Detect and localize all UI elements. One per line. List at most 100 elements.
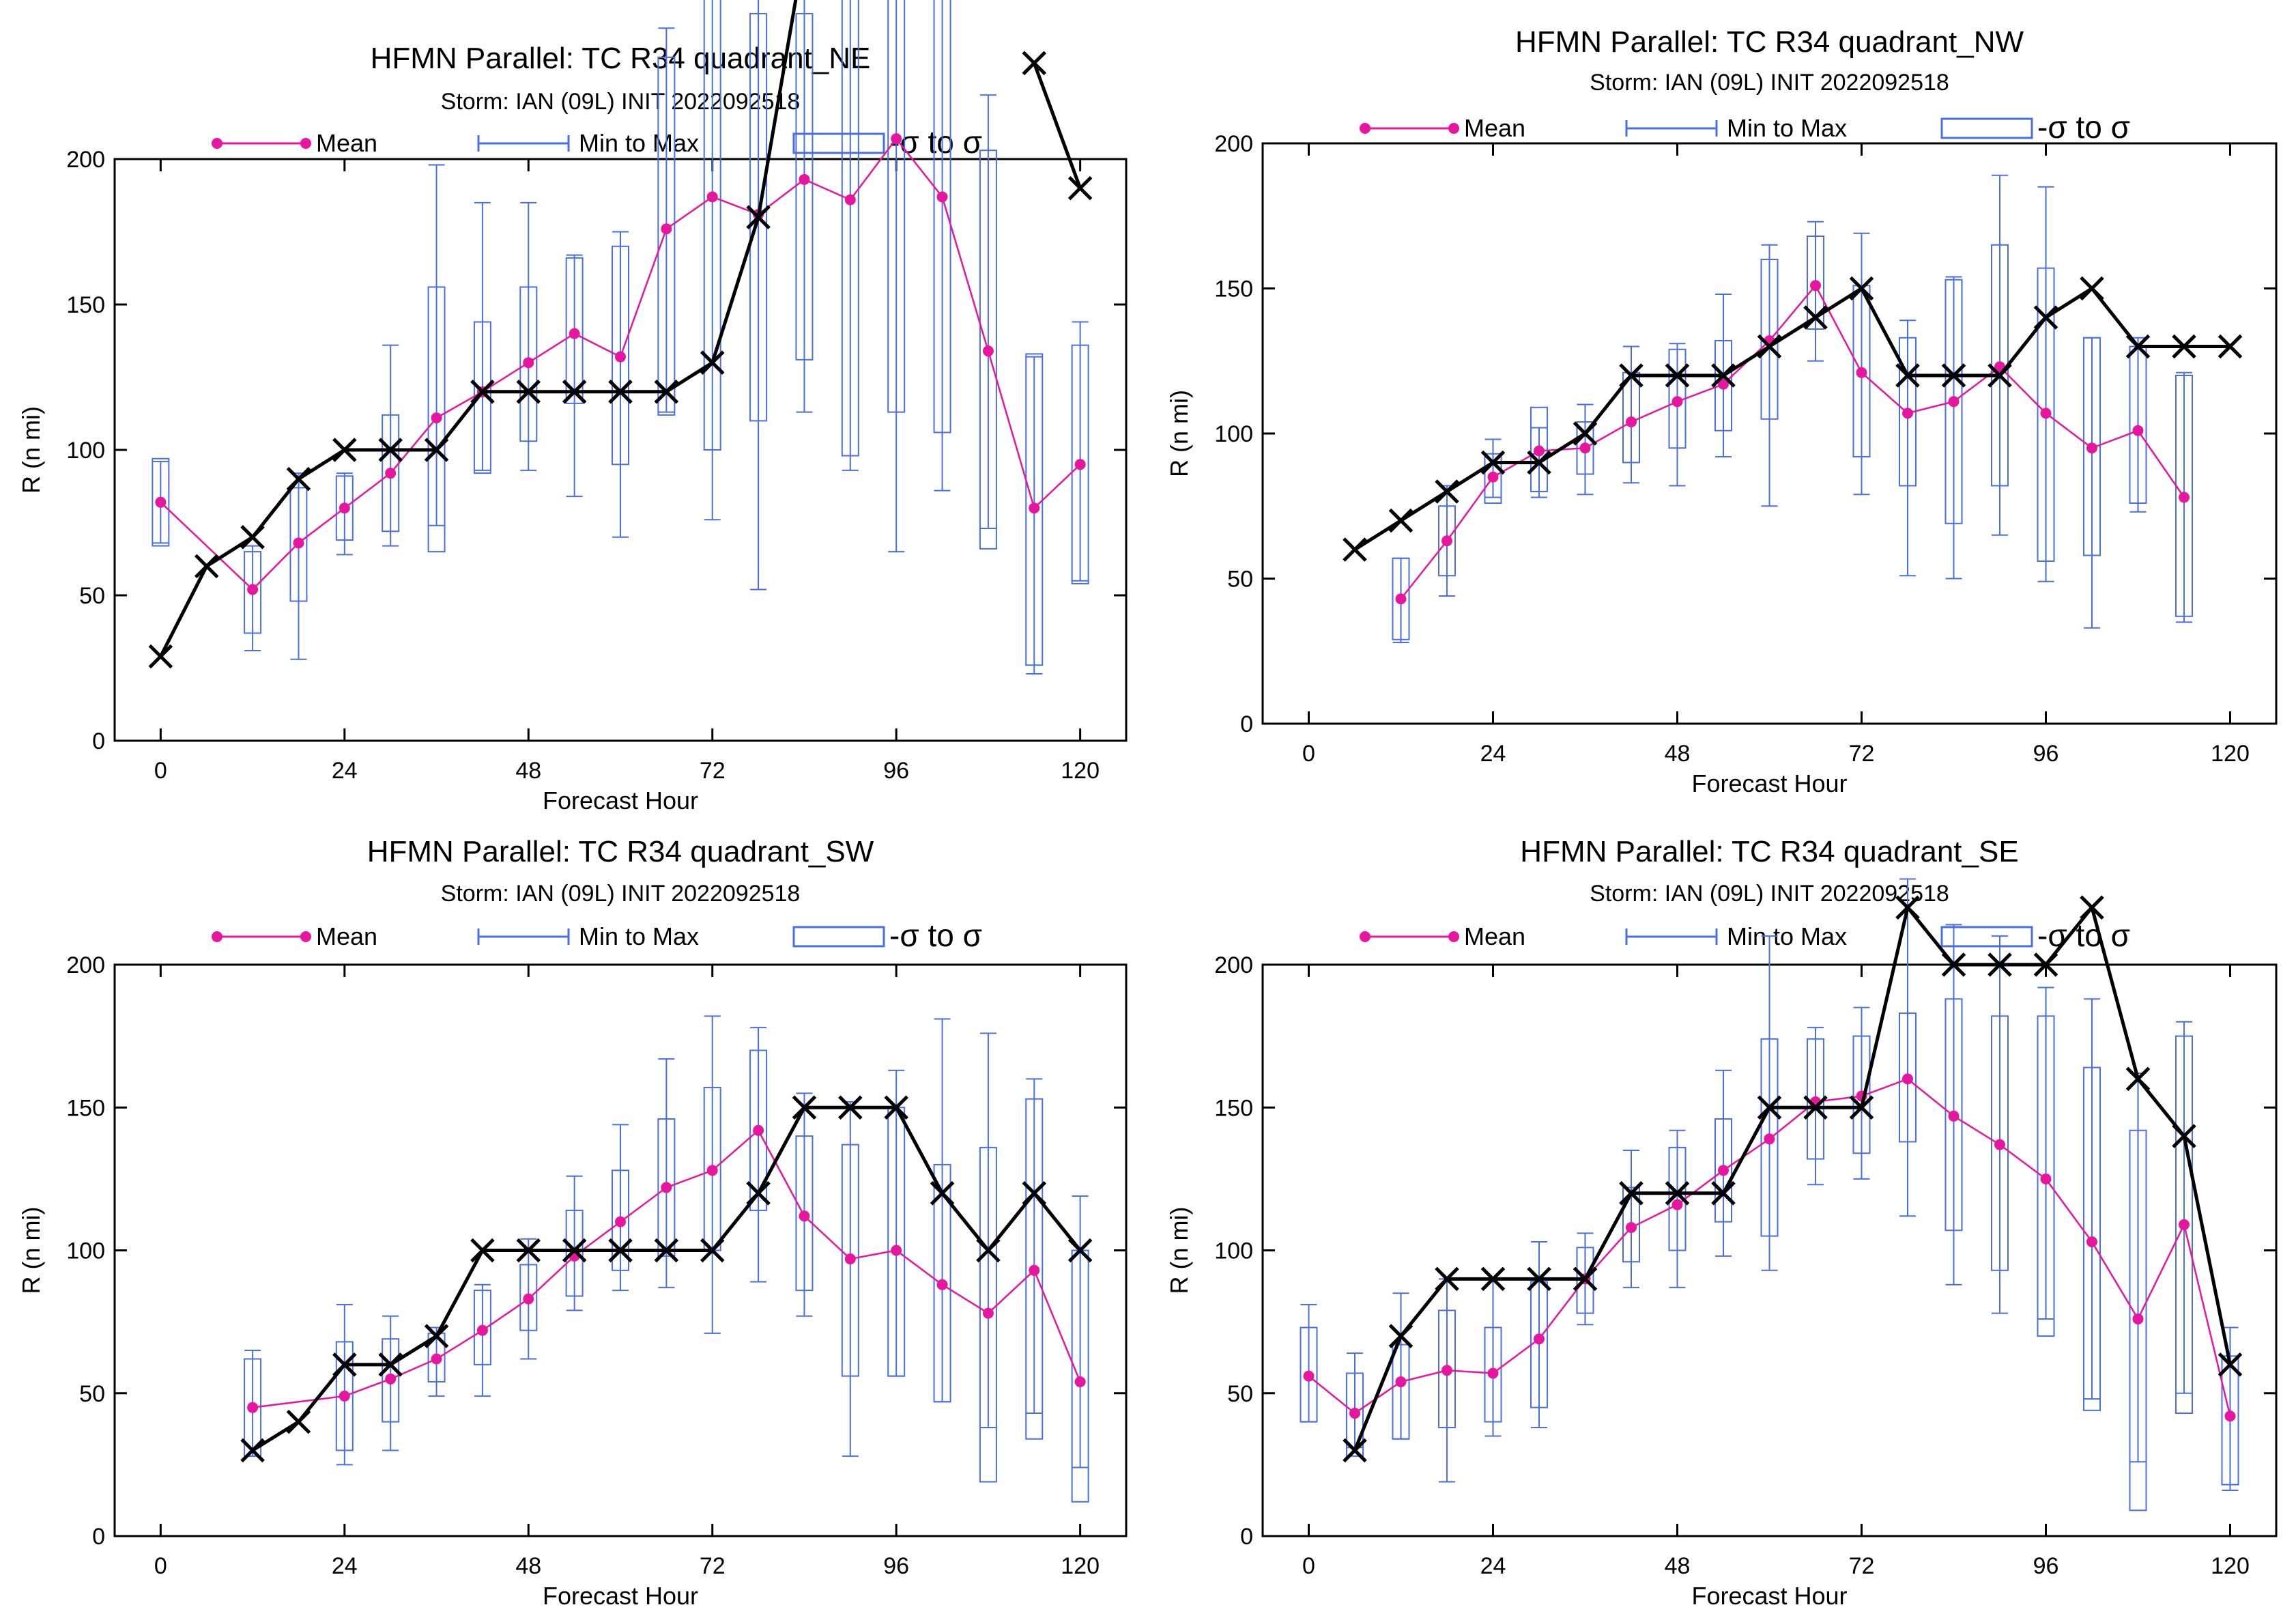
x-tick-label: 48 xyxy=(515,1553,541,1579)
sigma-box xyxy=(933,0,951,434)
mean-point xyxy=(1029,502,1040,514)
legend-sigma-box xyxy=(792,132,885,154)
observed-marker xyxy=(1388,508,1414,533)
mean-point xyxy=(1487,1367,1499,1379)
y-tick-label: 200 xyxy=(1214,952,1253,978)
x-tick-label: 24 xyxy=(332,758,358,784)
mean-point xyxy=(2086,442,2097,454)
mean-point xyxy=(706,1165,718,1176)
sigma-box xyxy=(841,1144,859,1377)
observed-marker xyxy=(1435,479,1459,504)
observed-marker xyxy=(2080,895,2104,920)
x-axis-label: Forecast Hour xyxy=(543,786,698,814)
y-tick-label: 50 xyxy=(1227,1381,1253,1407)
observed-marker xyxy=(1895,363,1920,388)
observed-marker xyxy=(1849,1095,1874,1120)
observed-marker xyxy=(286,466,311,492)
mean-point xyxy=(615,351,626,363)
x-tick-label: 120 xyxy=(1061,758,1100,784)
observed-marker xyxy=(516,380,541,404)
mean-point xyxy=(1487,471,1499,483)
mean-point xyxy=(1534,1333,1545,1345)
sigma-box xyxy=(1071,344,1089,584)
observed-marker xyxy=(930,1181,955,1206)
sigma-box xyxy=(519,1264,538,1331)
sigma-box xyxy=(749,1049,768,1211)
legend: Mean Min to Max -σ to σ xyxy=(1360,918,2130,953)
x-tick-label: 24 xyxy=(1480,1553,1506,1579)
observed-marker xyxy=(562,380,587,404)
mean-point xyxy=(844,1253,856,1265)
mean-point xyxy=(1441,535,1452,547)
y-tick-label: 0 xyxy=(92,728,105,754)
legend-minmax-label: Min to Max xyxy=(1727,922,1847,950)
observed-marker xyxy=(332,1352,357,1377)
x-tick-label: 48 xyxy=(515,758,541,784)
mean-point xyxy=(936,1279,948,1290)
observed-marker xyxy=(608,380,633,404)
observed-marker xyxy=(1343,537,1367,562)
mean-point xyxy=(615,1216,626,1227)
sigma-box xyxy=(1025,1098,1044,1440)
sigma-box xyxy=(1714,1118,1732,1223)
mean-point xyxy=(339,502,350,514)
mean-point xyxy=(431,1353,442,1365)
y-tick-label: 100 xyxy=(66,1238,105,1264)
mean-point xyxy=(247,1402,259,1413)
x-tick-label: 96 xyxy=(2033,741,2059,767)
observed-marker xyxy=(1527,1266,1551,1292)
mean-point xyxy=(753,1124,764,1136)
observed-marker xyxy=(470,1238,495,1263)
mean-point xyxy=(1948,1110,1960,1122)
x-tick-label: 24 xyxy=(1480,741,1506,767)
mean-point xyxy=(1074,459,1086,470)
sigma-box xyxy=(427,286,446,553)
y-tick-label: 0 xyxy=(1240,711,1253,737)
mean-point xyxy=(1718,1165,1729,1176)
mean-point xyxy=(476,1324,488,1336)
y-tick-label: 0 xyxy=(92,1524,105,1550)
legend-mean-marker xyxy=(1448,123,1459,134)
chart-subtitle: Storm: IAN (09L) INIT 2022092518 xyxy=(1590,881,1949,907)
x-tick-label: 0 xyxy=(1302,1553,1315,1579)
mean-point xyxy=(293,537,304,549)
mean-point xyxy=(1029,1264,1040,1276)
observed-marker xyxy=(2033,952,2058,977)
mean-point xyxy=(339,1390,350,1402)
legend-sigma-label: -σ to σ xyxy=(2037,918,2130,953)
y-tick-label: 200 xyxy=(66,147,105,173)
y-axis-label: R (n mi) xyxy=(1165,1207,1193,1294)
mean-point xyxy=(2224,1410,2236,1422)
x-tick-label: 72 xyxy=(1849,741,1875,767)
mean-point xyxy=(2179,1219,2190,1230)
legend-minmax-label: Min to Max xyxy=(579,922,699,950)
observed-marker xyxy=(2125,1066,2151,1092)
sigma-box xyxy=(1807,236,1824,330)
observed-marker xyxy=(378,1352,403,1377)
legend-mean-marker xyxy=(1360,123,1371,134)
mean-point xyxy=(569,328,580,339)
observed-marker xyxy=(654,380,679,404)
x-tick-label: 72 xyxy=(1849,1553,1875,1579)
plot-data xyxy=(1343,174,2243,643)
sigma-box xyxy=(382,414,400,533)
observed-line xyxy=(1032,62,1082,189)
mean-point xyxy=(891,1245,902,1256)
mean-point xyxy=(1534,445,1545,457)
sigma-box xyxy=(2175,1035,2193,1415)
observed-marker xyxy=(332,438,357,462)
mean-point xyxy=(1441,1365,1452,1376)
observed-marker xyxy=(240,1438,265,1463)
mean-point xyxy=(982,1307,994,1319)
observed-marker xyxy=(1480,1266,1506,1292)
mean-point xyxy=(2086,1236,2097,1247)
plot-data xyxy=(240,1015,1093,1503)
mean-point xyxy=(523,1293,534,1305)
observed-marker xyxy=(2218,334,2243,359)
observed-marker xyxy=(884,1095,908,1120)
y-axis-label: R (n mi) xyxy=(1165,390,1193,477)
x-tick-label: 0 xyxy=(154,1553,167,1579)
observed-marker xyxy=(1941,952,1966,977)
sigma-box xyxy=(2129,1129,2147,1511)
x-tick-label: 120 xyxy=(1061,1553,1100,1579)
